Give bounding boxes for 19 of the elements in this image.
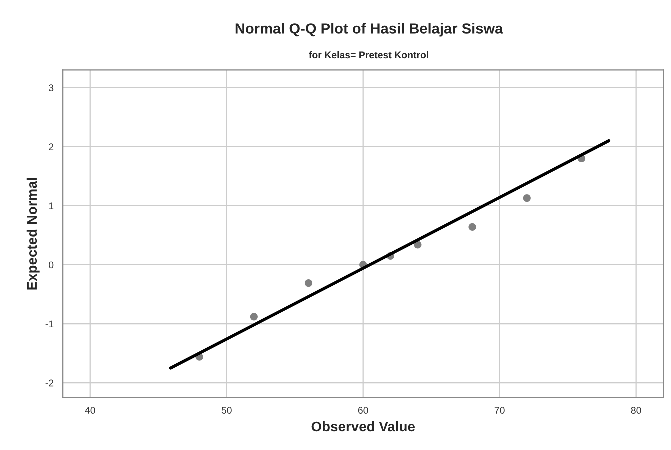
y-tick-label: 3 bbox=[49, 84, 54, 92]
point bbox=[250, 313, 258, 321]
x-tick-label: 70 bbox=[494, 407, 505, 414]
y-axis-title: Expected Normal bbox=[26, 178, 40, 290]
y-tick-label: 1 bbox=[49, 202, 54, 210]
x-tick-label: 60 bbox=[358, 407, 368, 414]
y-tick-label: 2 bbox=[49, 144, 54, 150]
point bbox=[468, 223, 476, 232]
x-tick-label: 40 bbox=[85, 407, 96, 414]
chart-subtitle: for Kelas= Pretest Kontrol bbox=[309, 51, 428, 59]
y-tick-label: -1 bbox=[46, 320, 54, 328]
point bbox=[304, 279, 313, 288]
y-tick-label: -2 bbox=[46, 380, 54, 387]
y-tick-label: 0 bbox=[49, 262, 54, 269]
point bbox=[523, 194, 531, 202]
x-tick-label: 80 bbox=[631, 407, 642, 414]
chart-title: Normal Q-Q Plot of Hasil Belajar Siswa bbox=[236, 23, 504, 37]
x-axis-title: Observed Value bbox=[312, 421, 415, 432]
x-tick-label: 50 bbox=[222, 407, 232, 414]
